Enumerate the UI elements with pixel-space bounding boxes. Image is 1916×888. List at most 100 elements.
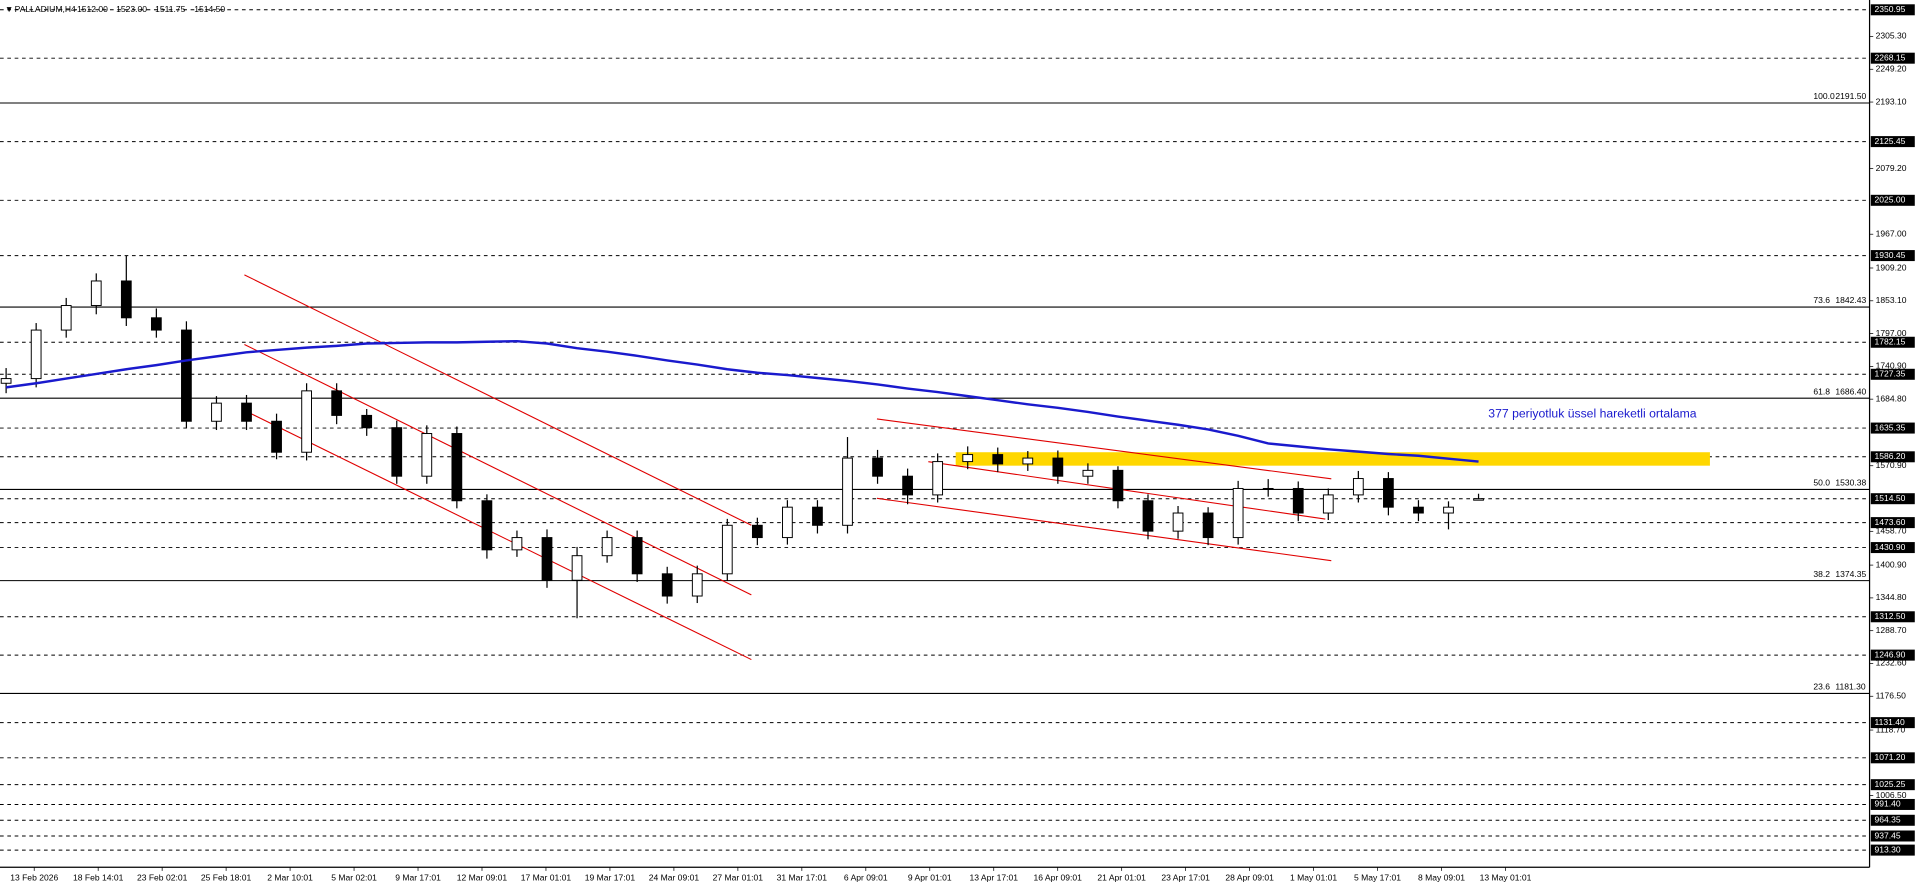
x-tick-label: 28 Apr 09:01 (1225, 872, 1274, 882)
candle-body (1112, 469, 1124, 502)
candle-body (1473, 498, 1484, 501)
candle-body (181, 329, 192, 422)
level-label-box (1870, 517, 1915, 529)
x-tick-label: 31 Mar 17:01 (777, 872, 828, 882)
candle-body (1413, 506, 1424, 514)
x-tick-label: 23 Apr 17:01 (1161, 872, 1210, 882)
trend-line (244, 343, 752, 596)
y-tick-label: 1853.10 (1876, 295, 1907, 305)
y-tick-label: 1400.90 (1876, 559, 1907, 569)
candle-body (571, 555, 583, 581)
level-label: 991.40 (1874, 799, 1900, 809)
x-tick-label: 17 Mar 01:01 (521, 872, 572, 882)
ohlc-high: 1523.00 (116, 4, 147, 14)
fibo-level: 38.2 (1813, 569, 1830, 579)
ema-line (5, 339, 1479, 463)
y-tick-label: 1909.20 (1876, 262, 1907, 272)
fibo-price: 1530.38 (1835, 478, 1866, 488)
level-label-box (1870, 250, 1915, 262)
candle-body (1443, 506, 1454, 514)
y-tick-label: 1570.90 (1876, 460, 1907, 470)
fibo-price: 1374.35 (1835, 569, 1866, 579)
fibo-level: 50.0 (1813, 478, 1830, 488)
level-label-box (1870, 451, 1915, 463)
fibo-price: 1686.40 (1835, 386, 1866, 396)
ohlc-close: 1514.50 (194, 4, 225, 14)
symbol: PALLADIUM,H4 (15, 4, 76, 14)
x-tick-label: 25 Feb 18:01 (201, 872, 252, 882)
candle-body (361, 414, 373, 429)
candle-body (842, 457, 853, 526)
candle-body (331, 390, 343, 416)
candle-body (932, 461, 944, 496)
level-label-box (1870, 368, 1915, 380)
candle-body (211, 402, 222, 422)
x-tick-label: 24 Mar 09:01 (649, 872, 700, 882)
level-label-box (1870, 844, 1915, 856)
candle-body (1142, 500, 1154, 532)
fibo-level: 23.6 (1813, 682, 1830, 692)
level-label-box (1870, 422, 1915, 434)
candle-body (451, 433, 463, 502)
level-label: 1131.40 (1874, 717, 1905, 727)
candle-body (691, 573, 703, 597)
y-tick-label: 1797.00 (1876, 328, 1907, 338)
candle-body (271, 420, 282, 453)
candle-body (1202, 512, 1214, 539)
info-arrow: ▼ (5, 4, 13, 14)
foreground-layer: 2350.95 2268.15 2125.45 2025.00 1930.45 1782.… (0, 4, 1915, 856)
y-tick-label: 1344.80 (1876, 592, 1907, 602)
level-label-box (1870, 136, 1915, 148)
level-label: 1727.35 (1874, 369, 1905, 379)
level-label: 2025.00 (1874, 195, 1905, 205)
x-tick-label: 2 Mar 10:01 (267, 872, 313, 882)
candle-body (511, 537, 523, 551)
candle-body (150, 317, 162, 331)
candle-body (902, 475, 913, 496)
fibo-level: 73.6 (1813, 295, 1830, 305)
trend-line (928, 461, 1326, 520)
level-label-box (1870, 336, 1915, 348)
x-tick-label: 8 May 09:01 (1418, 872, 1465, 882)
trend-line (244, 274, 752, 526)
level-label: 1312.50 (1874, 611, 1905, 621)
candle-body (1232, 487, 1244, 539)
background-layer: 2305.30 2249.20 2193.10 2079.20 1967.00 1909.… (0, 9, 1907, 882)
level-label-box (1870, 542, 1915, 554)
level-label: 2125.45 (1874, 136, 1905, 146)
y-tick-label: 1288.70 (1876, 625, 1907, 635)
level-label-box (1870, 611, 1915, 623)
candle-body (0, 378, 12, 384)
y-tick-label: 1176.50 (1876, 691, 1907, 701)
trend-line (244, 409, 752, 661)
candle-body (241, 402, 252, 422)
candle-body (1022, 457, 1034, 465)
candle-body (1292, 487, 1304, 514)
level-label: 2268.15 (1874, 52, 1905, 62)
candle-body (1352, 478, 1364, 496)
level-label-box (1870, 493, 1915, 505)
candle-body (962, 454, 974, 463)
trend-line (876, 497, 1332, 562)
y-tick-label: 1740.90 (1876, 361, 1907, 371)
candle-body (812, 506, 823, 526)
x-tick-label: 19 Mar 17:01 (585, 872, 636, 882)
level-label: 1586.20 (1874, 451, 1905, 461)
fibo-level: 61.8 (1813, 386, 1830, 396)
x-tick-label: 16 Apr 09:01 (1033, 872, 1082, 882)
x-tick-label: 6 Apr 09:01 (844, 872, 888, 882)
y-tick-label: 1684.80 (1876, 393, 1907, 403)
level-label: 1514.50 (1874, 493, 1905, 503)
level-label: 1430.90 (1874, 542, 1905, 552)
x-tick-label: 5 Mar 02:01 (331, 872, 377, 882)
candle-body (391, 427, 403, 477)
x-tick-label: 1 May 01:01 (1290, 872, 1337, 882)
y-tick-label: 1118.70 (1876, 724, 1906, 734)
candle-body (1172, 512, 1184, 532)
x-tick-label: 12 Mar 09:01 (457, 872, 508, 882)
candle-body (1383, 478, 1394, 508)
level-label: 1246.90 (1874, 649, 1905, 659)
fibo-price: 1181.30 (1835, 682, 1866, 692)
